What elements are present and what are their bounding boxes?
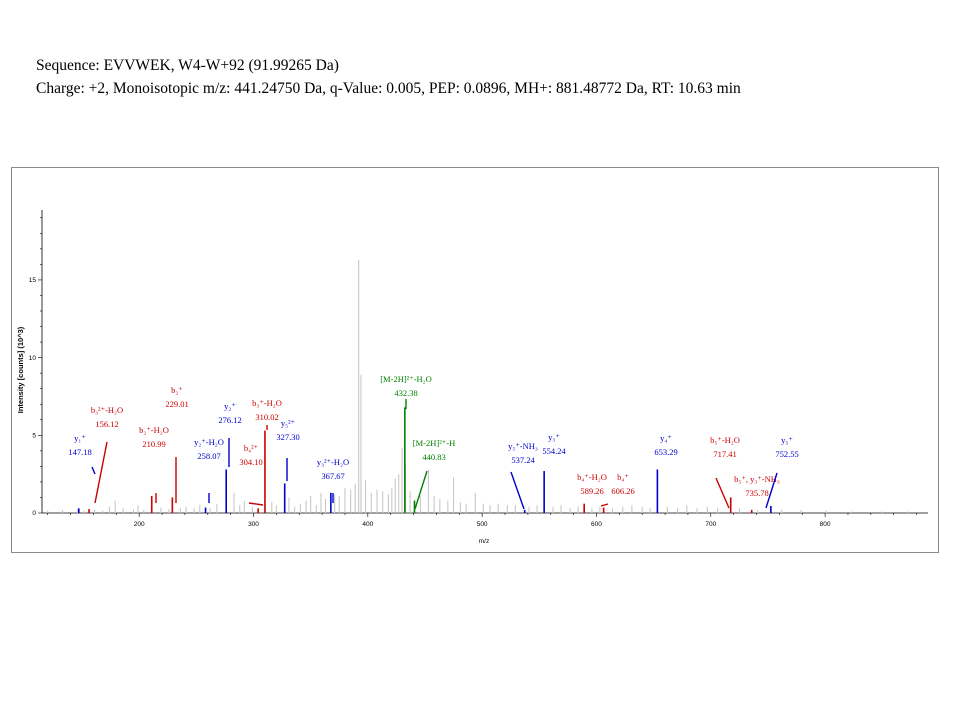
peak-annotation-label: y₁⁺: [74, 433, 86, 443]
x-tick-label: 300: [248, 521, 259, 528]
peak-annotation-label: b₂⁺-H₂O: [139, 425, 169, 435]
peak-annotation-label: y₅²⁺: [281, 418, 296, 428]
x-tick-label: 200: [134, 521, 145, 528]
annotation-leader-line: [765, 472, 778, 509]
peak-annotation-label: 147.18: [68, 447, 91, 457]
peak-annotation-label: b₅⁺, y₃⁺-NH₃: [734, 474, 780, 484]
peak-annotation-label: 735.78: [745, 488, 768, 498]
annotation-leader-line: [248, 502, 264, 506]
peak-annotation-label: y₄⁺: [660, 433, 672, 443]
peak-annotation-label: 276.12: [218, 415, 241, 425]
peak-annotation-label: b₄²⁺: [244, 443, 259, 453]
peak-annotation-label: 367.67: [321, 471, 344, 481]
x-tick-label: 800: [820, 521, 831, 528]
peak-annotation-label: y₅⁺: [781, 435, 793, 445]
x-tick-label: 600: [591, 521, 602, 528]
annotation-leader-line: [414, 470, 428, 510]
peak-annotation-label: 653.29: [654, 447, 677, 457]
peak-annotation-label: y₃⁺: [548, 432, 560, 442]
peak-annotation-label: b₅⁺-H₂O: [710, 435, 740, 445]
peak-annotation-label: 310.02: [255, 412, 278, 422]
sequence-line: Sequence: EVVWEK, W4-W+92 (91.99265 Da): [36, 57, 339, 74]
peak-annotation-label: 606.26: [611, 486, 634, 496]
peak-annotation-label: 210.99: [142, 439, 165, 449]
mass-spectrum-chart: 0 5 10 15 200 300 400 500 600 700 800 y₁⁺ 147.18 b₃²⁺…: [16, 210, 928, 545]
peak-annotation-label: 327.30: [276, 432, 299, 442]
annotation-leader-line: [510, 471, 525, 510]
y-axis-label: Intensity [counts] (10^3): [16, 326, 25, 413]
y-tick-label: 10: [29, 355, 37, 362]
peak-annotation-label: [M-2H]²⁺-H₂O: [380, 374, 432, 384]
y-tick-label: 5: [32, 433, 36, 440]
annotation-leader-line: [600, 503, 609, 507]
x-tick-label: 500: [477, 521, 488, 528]
peak-annotation-label: 717.41: [713, 449, 736, 459]
peak-annotation-label: 432.38: [394, 388, 417, 398]
peak-annotation-label: b₄⁺: [617, 472, 629, 482]
spectrum-frame: [11, 167, 939, 553]
annotation-leader-line: [94, 441, 108, 504]
charge-line: Charge: +2, Monoisotopic m/z: 441.24750 …: [36, 80, 741, 97]
peak-annotation-label: 304.10: [239, 457, 262, 467]
peak-annotation-label: y₃²⁺-H₂O: [317, 457, 349, 467]
peak-annotation-label: b₄⁺-H₂O: [577, 472, 607, 482]
annotation-leader-line: [91, 466, 96, 475]
y-tick-label: 0: [32, 510, 36, 517]
peak-annotation-label: 229.01: [165, 399, 188, 409]
peak-annotation-label: b₃²⁺-H₂O: [91, 405, 123, 415]
peak-annotation-label: 752.55: [775, 449, 798, 459]
peak-annotation-label: [M-2H]²⁺-H: [413, 438, 455, 448]
peak-annotation-label: y₂⁺-H₂O: [194, 437, 224, 447]
annotation-leader-line: [715, 477, 730, 509]
x-tick-label: 700: [705, 521, 716, 528]
spectrum-header: Sequence: EVVWEK, W4-W+92 (91.99265 Da) …: [36, 54, 741, 100]
peak-annotation-label: b₂⁺: [171, 385, 183, 395]
peak-annotation-label: y₂⁺: [224, 401, 236, 411]
peak-annotation-label: 440.83: [422, 452, 445, 462]
peak-annotation-label: y₅⁺-NH₃: [508, 441, 538, 451]
x-axis-label: m/z: [479, 538, 489, 545]
peak-annotation-label: 589.26: [580, 486, 603, 496]
peak-annotation-label: 156.12: [95, 419, 118, 429]
peak-annotation-label: b₃⁺-H₂O: [252, 398, 282, 408]
peak-annotation-label: 537.24: [511, 455, 535, 465]
peak-annotation-label: 258.07: [197, 451, 220, 461]
peak-annotation-label: 554.24: [542, 446, 566, 456]
y-tick-label: 15: [29, 277, 37, 284]
x-tick-label: 400: [362, 521, 373, 528]
